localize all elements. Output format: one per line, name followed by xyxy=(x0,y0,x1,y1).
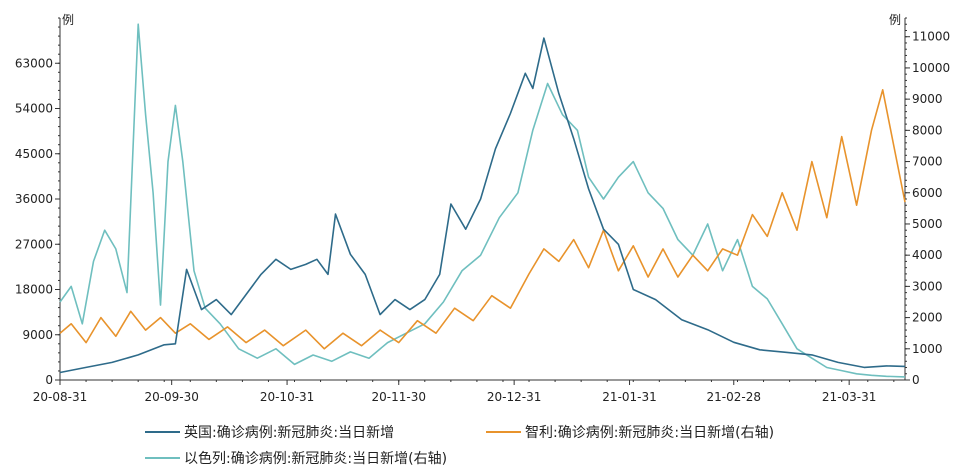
x-axis-tick-label: 21-03-31 xyxy=(822,390,876,404)
x-axis-tick-label: 20-08-31 xyxy=(33,390,87,404)
series-line-israel xyxy=(59,23,906,378)
x-axis-tick-label: 20-12-31 xyxy=(487,390,541,404)
series-line-chile xyxy=(59,89,906,350)
right-axis-tick-label: 7000 xyxy=(912,155,943,169)
left-axis-tick-label: 63000 xyxy=(15,56,53,70)
left-axis-unit: 例 xyxy=(62,13,74,27)
legend-label-israel: 以色列:确诊病例:新冠肺炎:当日新增(右轴) xyxy=(184,450,447,467)
left-axis-tick-label: 45000 xyxy=(15,147,53,161)
legend-label-uk: 英国:确诊病例:新冠肺炎:当日新增 xyxy=(184,424,394,441)
x-axis-tick-label: 21-01-31 xyxy=(602,390,656,404)
x-axis-ticks: 20-08-31 20-09-30 20-10-31 20-11-30 20-12-31… xyxy=(33,380,895,404)
right-axis-tick-label: 0 xyxy=(912,373,920,387)
right-axis-tick-label: 10000 xyxy=(912,61,950,75)
x-axis-tick-label: 20-09-30 xyxy=(144,390,198,404)
left-axis-tick-label: 54000 xyxy=(15,102,53,116)
right-axis-tick-label: 4000 xyxy=(912,248,943,262)
right-axis-tick-label: 9000 xyxy=(912,92,943,106)
legend: 英国:确诊病例:新冠肺炎:当日新增 智利:确诊病例:新冠肺炎:当日新增(右轴) … xyxy=(145,424,774,467)
x-axis-tick-label: 20-10-31 xyxy=(260,390,314,404)
right-axis-ticks: 0 1000 2000 3000 4000 5000 6000 7000 8000 9000 100… xyxy=(905,17,950,387)
series-line-uk xyxy=(59,37,906,374)
right-axis-tick-label: 11000 xyxy=(912,30,950,44)
plot-area: 例 例 09000180002700036000450005400063000 … xyxy=(15,13,950,404)
left-axis-tick-label: 9000 xyxy=(22,328,53,342)
left-axis-ticks: 0 9000 18000 27000 36000 45000 54000 63000 xyxy=(15,17,60,387)
series-layer xyxy=(59,23,906,378)
right-axis-tick-label: 1000 xyxy=(912,342,943,356)
left-axis-tick-label: 36000 xyxy=(15,192,53,206)
right-axis-tick-label: 2000 xyxy=(912,311,943,325)
legend-label-chile: 智利:确诊病例:新冠肺炎:当日新增(右轴) xyxy=(525,425,774,441)
x-axis-tick-label: 20-11-30 xyxy=(372,390,426,404)
legend-item-uk: 英国:确诊病例:新冠肺炎:当日新增 xyxy=(145,424,394,441)
legend-item-chile: 智利:确诊病例:新冠肺炎:当日新增(右轴) xyxy=(486,425,774,441)
right-axis-tick-label: 8000 xyxy=(912,123,943,137)
right-axis-tick-label: 3000 xyxy=(912,279,943,293)
right-axis-tick-label: 5000 xyxy=(912,217,943,231)
left-axis-tick-label: 0 xyxy=(45,373,53,387)
right-axis-unit: 例 xyxy=(889,13,901,27)
left-axis-tick-label: 27000 xyxy=(15,237,53,251)
x-axis-tick-label: 21-02-28 xyxy=(707,390,761,404)
legend-item-israel: 以色列:确诊病例:新冠肺炎:当日新增(右轴) xyxy=(145,450,447,467)
left-axis-tick-label: 18000 xyxy=(15,283,53,297)
right-axis-tick-label: 6000 xyxy=(912,186,943,200)
